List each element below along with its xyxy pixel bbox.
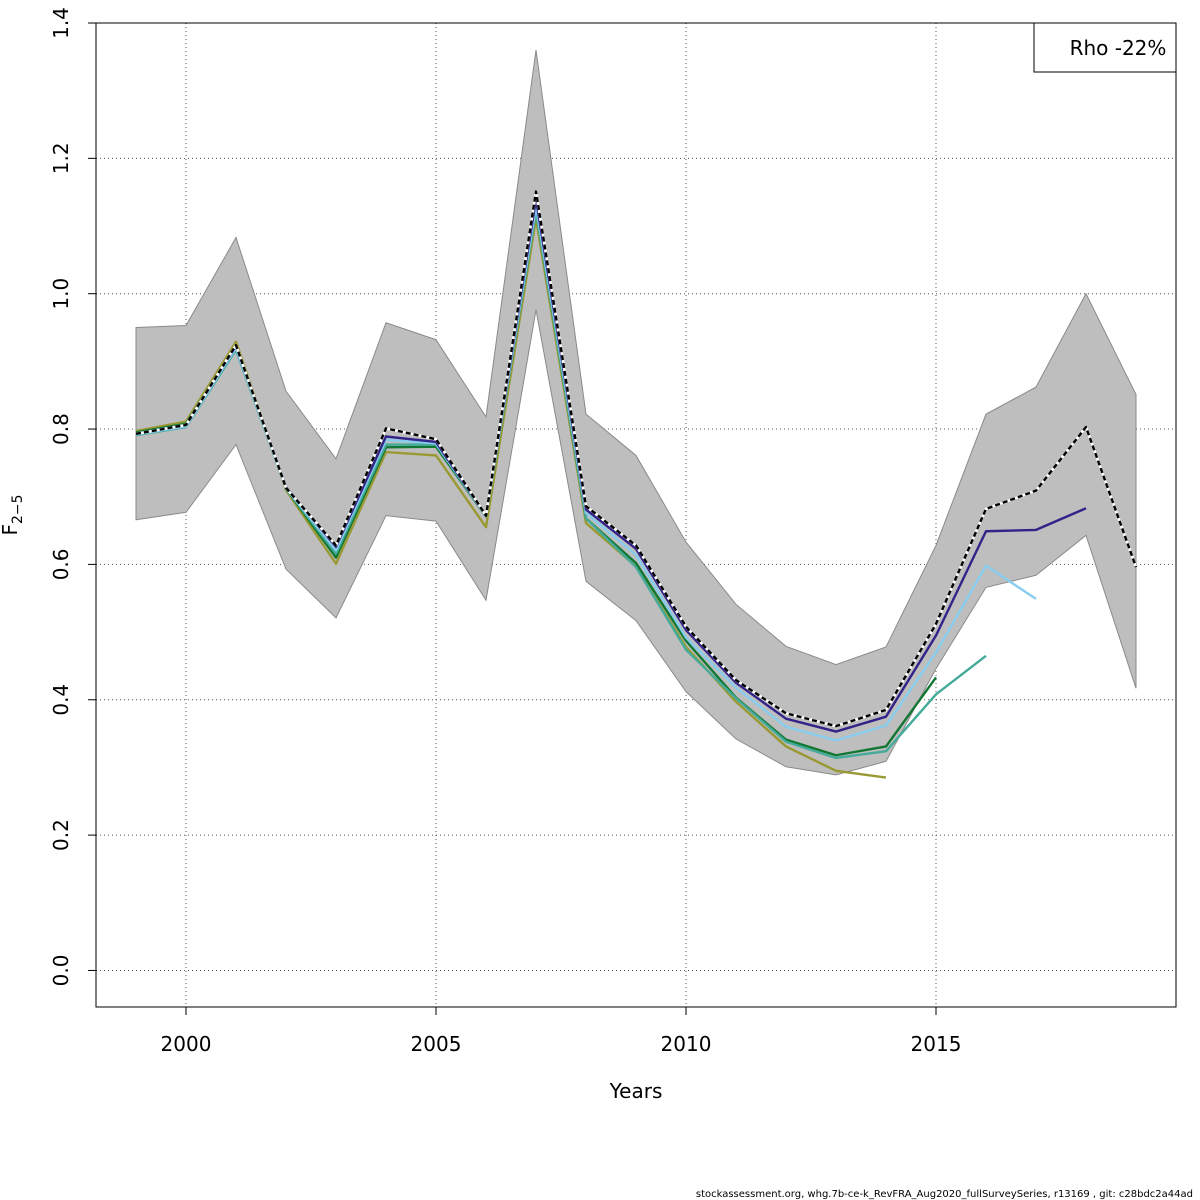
- y-tick-label-7: 1.4: [49, 7, 73, 39]
- confidence-band-layer: [135, 50, 1137, 776]
- y-tick-label-4: 0.8: [49, 413, 73, 445]
- y-tick-label-6: 1.2: [49, 142, 73, 174]
- x-tick-label-2015: 2015: [911, 1032, 962, 1056]
- footer-credit: stockassessment.org, whg.7b-ce-k_RevFRA_…: [696, 1189, 1193, 1200]
- legend-text: Rho -22%: [1070, 36, 1167, 60]
- plot-frame: [95, 22, 1177, 1008]
- y-tick-label-5: 1.0: [49, 278, 73, 310]
- series-lines-layer: [135, 190, 1138, 779]
- x-tick-label-2010: 2010: [661, 1032, 712, 1056]
- y-axis: 0.0 0.2 0.4 0.6 0.8 1.0 1.2 1.4: [49, 7, 96, 986]
- y-tick-label-0: 0.0: [49, 955, 73, 987]
- legend: Rho -22%: [1033, 22, 1177, 73]
- x-tick-label-2000: 2000: [161, 1032, 212, 1056]
- y-tick-label-2: 0.4: [49, 684, 73, 716]
- y-tick-label-1: 0.2: [49, 819, 73, 851]
- series-line-0: [135, 190, 1138, 728]
- x-axis: 2000 2005 2010 2015: [161, 1007, 962, 1056]
- y-axis-title-main: F: [0, 524, 22, 536]
- legend-box: [1033, 22, 1177, 73]
- x-tick-label-2005: 2005: [411, 1032, 462, 1056]
- y-tick-label-3: 0.6: [49, 548, 73, 580]
- confidence-band: [135, 50, 1137, 776]
- x-axis-title: Years: [609, 1079, 663, 1103]
- y-axis-title: F2−5: [0, 494, 26, 535]
- y-axis-title-sub: 2−5: [10, 494, 26, 524]
